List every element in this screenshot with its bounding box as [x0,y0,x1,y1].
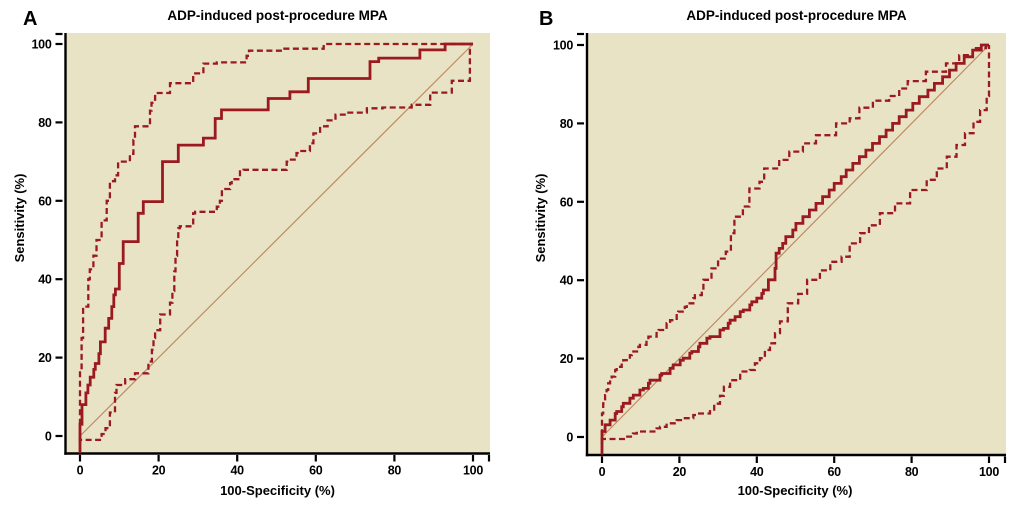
panel-a-yaxis-title: Sensitivity (%) [12,174,27,263]
x-tick-label: 0 [77,464,84,478]
panel-b-plot: 0 20 40 60 80 100 0 20 40 60 80 100 [553,32,1007,479]
y-tick-label: 0 [45,430,52,444]
x-tick-label: 60 [828,465,842,479]
x-tick-label: 60 [309,464,323,478]
ci-lower-curve [600,45,991,441]
panel-a-plot: 0 20 40 60 80 100 0 20 40 60 80 100 [32,32,491,478]
y-tick-label: 20 [38,351,52,365]
reference-line [79,43,474,437]
panel-a-title: ADP-induced post-procedure MPA [167,8,388,23]
roc-curve [600,43,989,455]
y-tick-label: 60 [560,195,574,209]
reference-line [601,44,990,438]
y-tick-label: 0 [566,431,573,445]
y-tick-label: 40 [38,273,52,287]
y-tick-label: 80 [38,116,52,130]
ci-lower-curve [78,42,473,442]
labels-layer: A ADP-induced post-procedure MPA 100-Spe… [12,8,907,498]
plot-background [587,33,1006,455]
x-tick-label: 20 [673,465,687,479]
ci-upper-curve [78,42,473,444]
x-tick-label: 100 [979,465,999,479]
x-tick-label: 40 [750,465,764,479]
x-tick-label: 80 [905,465,919,479]
y-tick-label: 80 [560,117,574,131]
x-tick-label: 100 [463,464,483,478]
x-tick-label: 40 [231,464,245,478]
roc-curve [78,42,473,454]
plots-layer: 0 20 40 60 80 100 0 20 40 60 80 100 0 20 40 60 80 100 0 20 4… [32,32,1007,479]
panel-b-xaxis-title: 100-Specificity (%) [738,483,853,498]
panel-b-letter: B [539,8,553,30]
x-tick-label: 80 [388,464,402,478]
x-tick-label: 20 [152,464,166,478]
panel-b-title: ADP-induced post-procedure MPA [686,8,907,23]
y-tick-label: 20 [560,352,574,366]
panel-a-letter: A [23,8,37,30]
plot-background [65,33,490,454]
y-tick-label: 100 [553,39,573,53]
y-tick-label: 100 [32,38,52,52]
y-tick-label: 60 [38,194,52,208]
y-tick-label: 40 [560,274,574,288]
panel-b-yaxis-title: Sensitivity (%) [533,174,548,263]
panel-a-xaxis-title: 100-Specificity (%) [220,483,335,498]
x-tick-label: 0 [599,465,606,479]
